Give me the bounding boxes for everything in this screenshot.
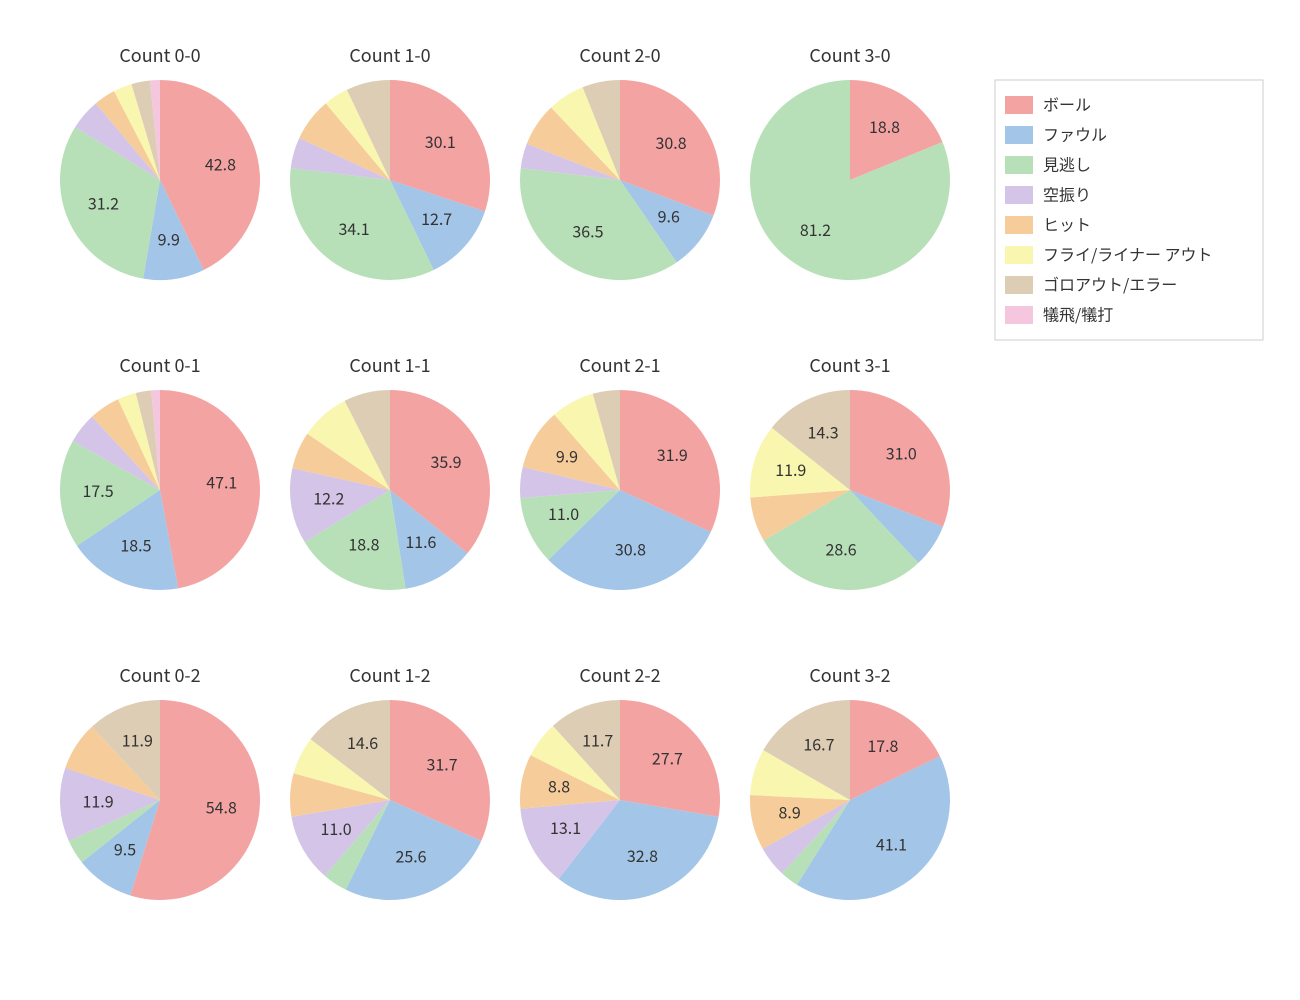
slice-label-c22-hit: 8.8: [548, 774, 570, 798]
legend-label-swing: 空振り: [1043, 181, 1091, 205]
slice-label-c22-foul: 32.8: [627, 843, 658, 867]
slice-label-c20-ball: 30.8: [656, 130, 687, 154]
slice-label-c02-foul: 9.5: [114, 837, 136, 861]
slice-label-c32-foul: 41.1: [876, 831, 907, 855]
slice-label-c11-look: 18.8: [348, 532, 379, 556]
pie-title-c30: Count 3-0: [809, 42, 890, 68]
slice-label-c21-foul: 30.8: [615, 536, 646, 560]
legend-label-hit: ヒット: [1043, 211, 1091, 235]
slice-label-c01-foul: 18.5: [120, 532, 151, 556]
slice-label-c01-look: 17.5: [83, 478, 114, 502]
slice-label-c30-look: 81.2: [800, 217, 831, 241]
slice-label-c00-ball: 42.8: [205, 151, 236, 175]
pie-title-c02: Count 0-2: [119, 662, 200, 688]
legend-swatch-look: [1005, 156, 1033, 174]
slice-label-c01-ball: 47.1: [206, 470, 237, 494]
legend-swatch-hit: [1005, 216, 1033, 234]
slice-label-c11-foul: 11.6: [405, 529, 436, 553]
pie-title-c10: Count 1-0: [349, 42, 430, 68]
slice-label-c30-ball: 18.8: [869, 114, 900, 138]
legend-swatch-fly: [1005, 246, 1033, 264]
slice-label-c02-swing: 11.9: [83, 788, 114, 812]
chart-grid-container: Count 0-0 42.8 9.9 31.2 Count 1-0 30.1 12.7 34.…: [0, 0, 1300, 1000]
pie-title-c11: Count 1-1: [349, 352, 430, 378]
slice-label-c11-swing: 12.2: [313, 485, 344, 509]
slice-label-c21-ball: 31.9: [657, 442, 688, 466]
pie-title-c00: Count 0-0: [119, 42, 200, 68]
slice-label-c12-ball: 31.7: [426, 752, 457, 776]
slice-label-c10-foul: 12.7: [421, 206, 452, 230]
slice-label-c10-ball: 30.1: [425, 129, 456, 153]
slice-label-c02-ball: 54.8: [206, 795, 237, 819]
pie-title-c22: Count 2-2: [579, 662, 660, 688]
slice-label-c32-hit: 8.9: [779, 799, 801, 823]
legend-label-fly: フライ/ライナー アウト: [1043, 241, 1213, 265]
legend-swatch-ground: [1005, 276, 1033, 294]
pie-title-c31: Count 3-1: [809, 352, 890, 378]
legend-label-ball: ボール: [1043, 91, 1091, 115]
pie-title-c32: Count 3-2: [809, 662, 890, 688]
pie-title-c01: Count 0-1: [119, 352, 200, 378]
slice-label-c22-ball: 27.7: [652, 745, 683, 769]
legend-border: [995, 80, 1263, 340]
slice-label-c20-look: 36.5: [572, 218, 603, 242]
slice-label-c00-look: 31.2: [88, 191, 119, 215]
legend-swatch-ball: [1005, 96, 1033, 114]
slice-label-c12-swing: 11.0: [321, 816, 352, 840]
slice-label-c21-look: 11.0: [548, 501, 579, 525]
slice-label-c21-hit: 9.9: [556, 443, 578, 467]
pie-title-c12: Count 1-2: [349, 662, 430, 688]
slice-label-c22-ground: 11.7: [582, 727, 613, 751]
slice-label-c31-look: 28.6: [826, 537, 857, 561]
slice-label-c32-ground: 16.7: [803, 732, 834, 756]
legend-swatch-foul: [1005, 126, 1033, 144]
legend-swatch-swing: [1005, 186, 1033, 204]
slice-label-c20-foul: 9.6: [658, 204, 680, 228]
slice-label-c00-foul: 9.9: [158, 227, 180, 251]
legend: ボールファウル見逃し空振りヒットフライ/ライナー アウトゴロアウト/エラー犠飛/…: [995, 80, 1263, 340]
slice-label-c12-foul: 25.6: [395, 844, 426, 868]
slice-label-c12-ground: 14.6: [347, 730, 378, 754]
slice-label-c31-ground: 14.3: [808, 419, 839, 443]
slice-label-c11-ball: 35.9: [430, 449, 461, 473]
pie-title-c21: Count 2-1: [579, 352, 660, 378]
slice-label-c10-look: 34.1: [338, 216, 369, 240]
slice-label-c22-swing: 13.1: [550, 815, 581, 839]
slice-label-c32-ball: 17.8: [867, 733, 898, 757]
pie-title-c20: Count 2-0: [579, 42, 660, 68]
legend-label-look: 見逃し: [1043, 151, 1091, 175]
legend-swatch-sac: [1005, 306, 1033, 324]
slice-label-c31-fly: 11.9: [775, 457, 806, 481]
slice-label-c02-ground: 11.9: [122, 728, 153, 752]
legend-label-ground: ゴロアウト/エラー: [1043, 271, 1177, 295]
legend-label-foul: ファウル: [1043, 121, 1107, 145]
pie-chart-grid: Count 0-0 42.8 9.9 31.2 Count 1-0 30.1 12.7 34.…: [0, 0, 1300, 1000]
slice-label-c31-ball: 31.0: [886, 440, 917, 464]
legend-label-sac: 犠飛/犠打: [1043, 301, 1113, 325]
